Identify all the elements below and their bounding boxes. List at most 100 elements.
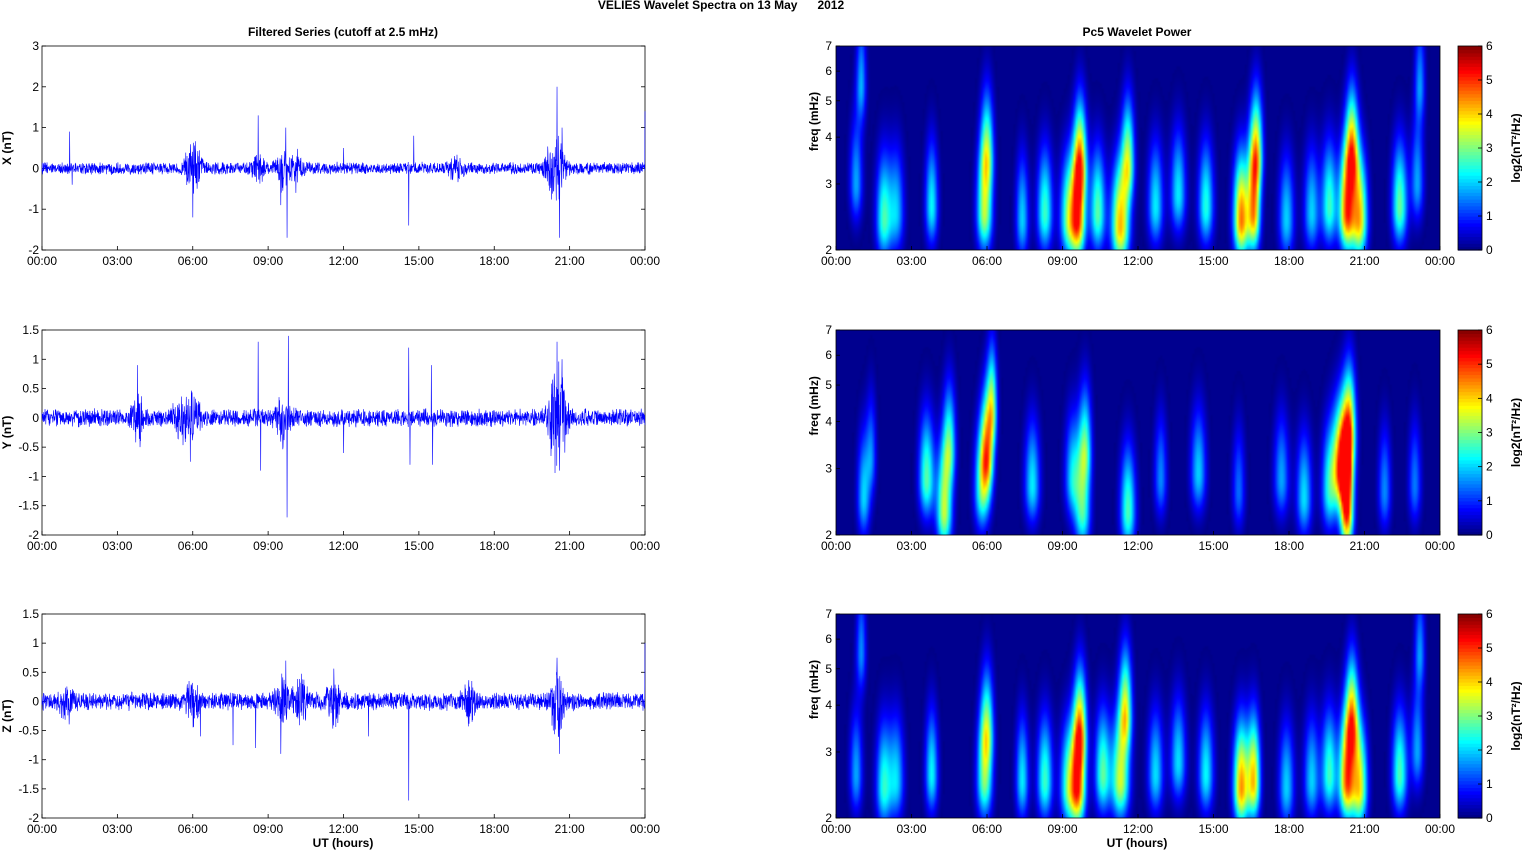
wavelet-heatmap [836, 330, 1440, 535]
colorbar-segment [1458, 66, 1482, 71]
colorbar-segment [1458, 739, 1482, 744]
colorbar-segment [1458, 222, 1482, 227]
ytick-label: 6 [825, 348, 832, 362]
colorbar-segment [1458, 391, 1482, 396]
colorbar-segment [1458, 750, 1482, 754]
wavelet-panel-xtick-label: 03:00 [896, 822, 926, 836]
colorbar-segment [1458, 192, 1482, 197]
colorbar-tick-label: 1 [1486, 777, 1493, 791]
colorbar-segment [1458, 661, 1482, 666]
ytick-label: 3 [32, 39, 39, 53]
colorbar-tick-label: 3 [1486, 426, 1493, 440]
colorbar-segment [1458, 80, 1482, 84]
colorbar-segment [1458, 614, 1482, 618]
ytick-label: 3 [825, 745, 832, 759]
line-panel-xtick-label: 09:00 [253, 254, 283, 268]
line-panel-xtick-label: 12:00 [328, 539, 358, 553]
colorbar-segment [1458, 675, 1482, 680]
colorbar-segment [1458, 654, 1482, 659]
ytick-label: 7 [825, 323, 832, 337]
ytick-label: -1 [28, 753, 39, 767]
ytick-label: -0.5 [18, 440, 39, 454]
line-panel-xtick-label: 00:00 [630, 822, 660, 836]
colorbar-segment [1458, 103, 1482, 108]
line-panel-xtick-label: 00:00 [630, 254, 660, 268]
colorbar-segment [1458, 644, 1482, 649]
colorbar-segment [1458, 336, 1482, 341]
colorbar-segment [1458, 377, 1482, 382]
colorbar-segment [1458, 709, 1482, 714]
ytick-label: 2 [32, 80, 39, 94]
colorbar-segment [1458, 743, 1482, 748]
colorbar-segment [1458, 459, 1482, 464]
colorbar-tick-label: 3 [1486, 141, 1493, 155]
colorbar-segment [1458, 801, 1482, 805]
wavelet-panel-xtick-label: 12:00 [1123, 539, 1153, 553]
line-panel-xtick-label: 06:00 [178, 822, 208, 836]
colorbar-segment [1458, 658, 1482, 663]
colorbar-segment [1458, 473, 1482, 478]
ytick-label: 1.5 [22, 323, 39, 337]
colorbar-segment [1458, 617, 1482, 622]
colorbar-segment [1458, 182, 1482, 186]
colorbar-segment [1458, 209, 1482, 214]
wavelet-panel-xtick-label: 12:00 [1123, 822, 1153, 836]
ytick-label: 4 [825, 415, 832, 429]
colorbar-segment [1458, 719, 1482, 724]
colorbar-tick-label: 0 [1486, 243, 1493, 257]
colorbar-segment [1458, 466, 1482, 471]
colorbar-segment [1458, 343, 1482, 348]
wavelet-panel-xtick-label: 21:00 [1349, 254, 1379, 268]
colorbar-segment [1458, 52, 1482, 57]
colorbar-tick-label: 6 [1486, 39, 1493, 53]
ytick-label: 0 [32, 411, 39, 425]
colorbar-segment [1458, 777, 1482, 782]
colorbar-segment [1458, 73, 1482, 78]
colorbar-segment [1458, 202, 1482, 207]
colorbar-tick-label: 4 [1486, 675, 1493, 689]
ytick-label: -0.5 [18, 724, 39, 738]
colorbar-segment [1458, 483, 1482, 488]
colorbar-segment [1458, 199, 1482, 203]
colorbar-segment [1458, 521, 1482, 526]
line-panel-xtick-label: 12:00 [328, 254, 358, 268]
ytick-label: 5 [825, 378, 832, 392]
colorbar-segment [1458, 811, 1482, 816]
ylabel-x: X (nT) [0, 131, 14, 165]
line-panel-xtick-label: 21:00 [555, 539, 585, 553]
colorbar-segment [1458, 93, 1482, 98]
line-panel-xtick-label: 18:00 [479, 539, 509, 553]
colorbar-segment [1458, 127, 1482, 132]
colorbar-tick-label: 3 [1486, 709, 1493, 723]
colorbar-tick-label: 0 [1486, 811, 1493, 825]
colorbar-segment [1458, 634, 1482, 639]
colorbar-segment [1458, 178, 1482, 183]
colorbar-segment [1458, 729, 1482, 734]
line-panel-xtick-label: 06:00 [178, 254, 208, 268]
ytick-label: 4 [825, 130, 832, 144]
ytick-label: 1 [32, 121, 39, 135]
ylabel-freq: freq (mHz) [807, 660, 821, 719]
ytick-label: -1.5 [18, 499, 39, 513]
colorbar-segment [1458, 746, 1482, 751]
wavelet-panel-xtick-label: 18:00 [1274, 822, 1304, 836]
colorbar-segment [1458, 449, 1482, 454]
wavelet-panel-xtick-label: 00:00 [821, 254, 851, 268]
line-panel-xtick-label: 03:00 [102, 254, 132, 268]
wavelet-panel-xtick-label: 06:00 [972, 539, 1002, 553]
colorbar: 0 1 2 3 4 5 6 log2(nT²/Hz) [1457, 323, 1522, 542]
colorbar-segment [1458, 668, 1482, 673]
colorbar-segment [1458, 144, 1482, 149]
colorbar-segment [1458, 770, 1482, 775]
colorbar-segment [1458, 641, 1482, 646]
wavelet-panel-xtick-label: 00:00 [1425, 822, 1455, 836]
colorbar-segment [1458, 797, 1482, 802]
colorbar-segment [1458, 439, 1482, 444]
colorbar-segment [1458, 784, 1482, 788]
colorbar-segment [1458, 384, 1482, 389]
line-panel-xtick-label: 12:00 [328, 822, 358, 836]
wavelet-panel-xtick-label: 00:00 [821, 539, 851, 553]
colorbar-segment [1458, 453, 1482, 458]
ytick-label: 2 [825, 243, 832, 257]
line-panel-xtick-label: 09:00 [253, 822, 283, 836]
